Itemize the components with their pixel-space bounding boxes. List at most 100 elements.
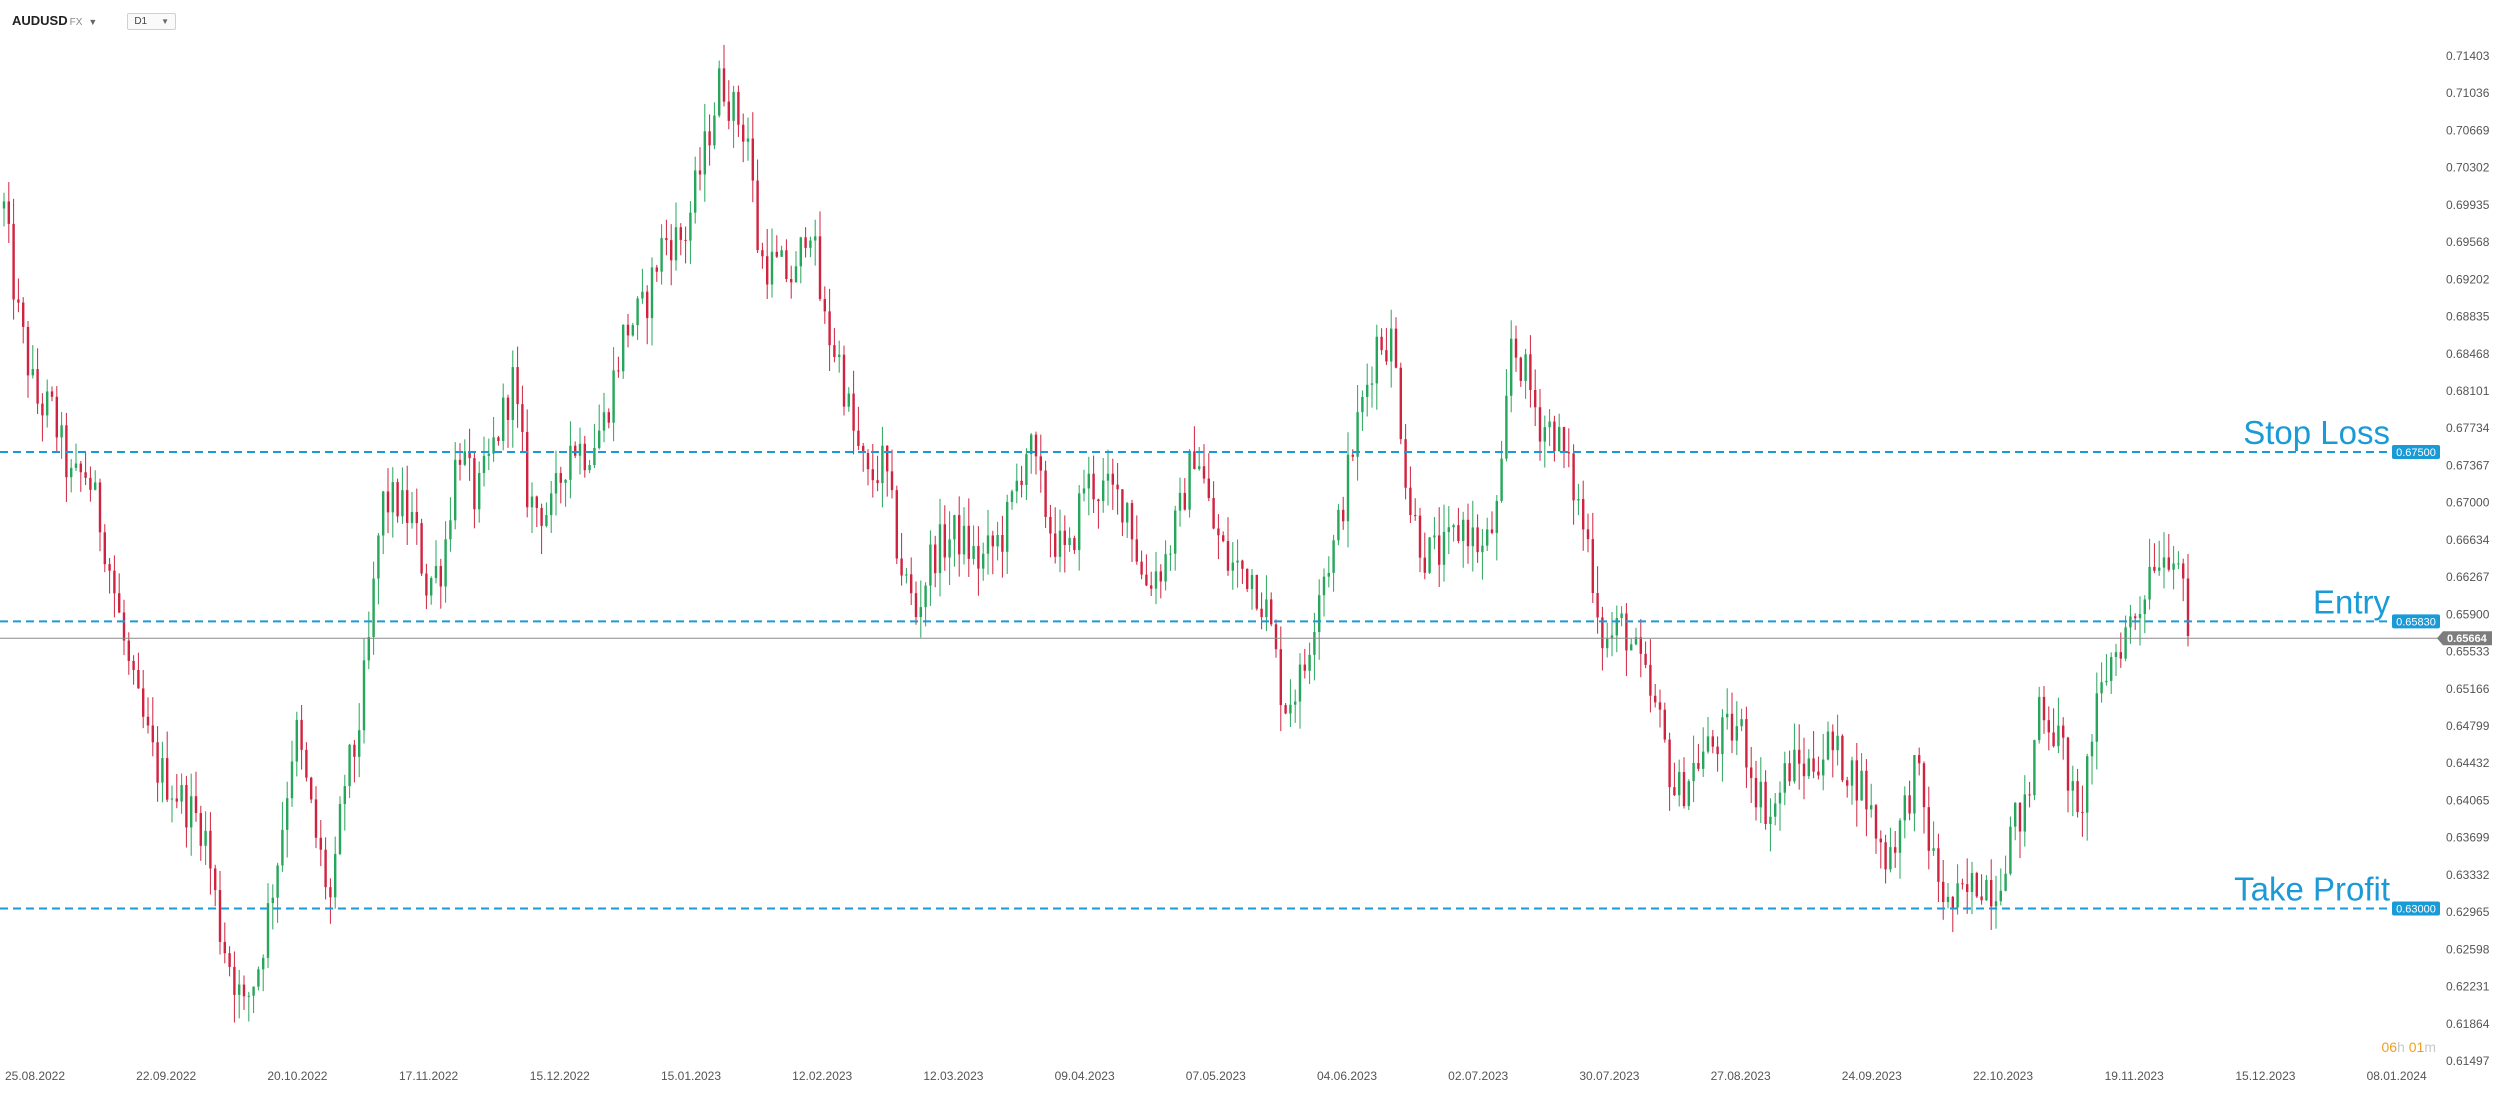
x-tick-label: 22.09.2022: [136, 1069, 196, 1083]
candle-body: [2095, 693, 2098, 742]
candle-body: [1654, 695, 1657, 703]
candle-body: [1020, 480, 1023, 485]
candle-body: [929, 544, 932, 586]
candle-body: [684, 239, 687, 241]
x-tick-label: 24.09.2023: [1842, 1069, 1902, 1083]
candle-body: [977, 546, 980, 569]
candle-body: [1850, 760, 1854, 786]
chevron-down-icon[interactable]: ▼: [88, 17, 98, 27]
candle-body: [636, 298, 639, 326]
trade-levels: 0.65664 0.67500 Stop Loss 0.65830 Entry 0.630…: [0, 414, 2492, 916]
candle-body: [108, 564, 111, 571]
candle-body: [214, 868, 217, 891]
candle-body: [905, 574, 908, 576]
candle-body: [300, 719, 303, 750]
time-axis[interactable]: 25.08.2022 22.09.2022 20.10.2022 17.11.2022…: [5, 1069, 2427, 1083]
candle-body: [1409, 487, 1412, 516]
candle-body: [1260, 608, 1263, 618]
candle-body: [1807, 758, 1810, 777]
candle-body: [1025, 454, 1028, 485]
candle-body: [1889, 847, 1892, 870]
candle-body: [1351, 454, 1354, 457]
candle-body: [1082, 488, 1086, 494]
candle-body: [2158, 567, 2161, 571]
candle-body: [1922, 763, 1926, 808]
candle-body: [166, 758, 169, 800]
candle-body: [2172, 563, 2175, 570]
candle-body: [876, 480, 879, 484]
countdown-hours-unit: h: [2397, 1039, 2405, 1055]
candle-body: [900, 558, 903, 576]
candle-body: [1303, 664, 1306, 671]
x-tick-label: 07.05.2023: [1186, 1069, 1246, 1083]
candle-body: [55, 396, 58, 438]
candle-body: [737, 91, 740, 125]
candle-body: [1447, 527, 1450, 532]
y-tick-label: 0.63332: [2446, 868, 2490, 882]
candle-body: [113, 570, 116, 594]
candle-body: [1481, 545, 1484, 553]
candle-body: [319, 837, 322, 850]
candle-body: [1745, 719, 1748, 768]
candle-body: [1572, 453, 1575, 501]
candle-body: [722, 68, 726, 102]
candle-body: [1817, 771, 1820, 776]
candle-body: [1658, 702, 1662, 710]
x-tick-label: 17.11.2022: [399, 1069, 458, 1083]
candle-body: [439, 565, 442, 587]
candle-body: [1735, 726, 1738, 741]
candle-body: [2119, 652, 2122, 659]
candle-body: [2023, 794, 2026, 832]
candle-body: [1438, 535, 1441, 565]
candle-body: [1010, 491, 1014, 502]
x-tick-label: 30.07.2023: [1579, 1069, 1639, 1083]
y-tick-label: 0.71403: [2446, 49, 2490, 63]
candle-body: [938, 524, 942, 574]
candle-body: [607, 412, 610, 423]
candle-body: [1356, 412, 1359, 457]
candle-body: [334, 854, 337, 898]
candle-body: [1798, 749, 1801, 764]
candle-body: [1462, 519, 1465, 541]
candle-body: [833, 345, 836, 358]
candle-body: [756, 180, 759, 251]
candle-body: [1812, 758, 1815, 772]
candle-body: [593, 448, 596, 466]
candle-body: [2186, 578, 2190, 637]
candle-body: [2028, 794, 2031, 796]
timeframe-dropdown[interactable]: D1 ▼: [127, 12, 177, 30]
price-axis[interactable]: 0.71403 0.71036 0.70669 0.70302 0.69935 0.695…: [2446, 49, 2490, 1068]
candle-body: [7, 201, 10, 224]
candle-body: [329, 887, 332, 898]
candle-body: [1034, 434, 1038, 457]
x-tick-label: 12.03.2023: [923, 1069, 983, 1083]
candle-body: [204, 830, 207, 846]
candle-body: [1639, 637, 1642, 654]
candle-body: [1404, 439, 1407, 488]
candle-body: [79, 463, 82, 473]
y-tick-label: 0.64432: [2446, 756, 2490, 770]
candle-body: [1442, 531, 1446, 565]
x-tick-label: 22.10.2023: [1973, 1069, 2033, 1083]
candle-body: [1140, 561, 1143, 575]
x-tick-label: 19.11.2023: [2105, 1069, 2164, 1083]
candle-body: [1198, 466, 1201, 470]
candle-body: [1615, 618, 1618, 636]
candle-body: [1327, 572, 1330, 577]
level-price-tag: [2392, 444, 2440, 459]
candle-body: [2052, 732, 2055, 747]
candle-body: [1894, 847, 1897, 853]
candle-body: [799, 237, 802, 267]
candle-body: [2090, 741, 2094, 757]
symbol-selector[interactable]: AUDUSD FX ▼: [12, 12, 97, 30]
y-tick-label: 0.64799: [2446, 719, 2490, 733]
candle-body: [1366, 384, 1369, 397]
candle-body: [1318, 595, 1321, 632]
candle-body: [1764, 781, 1767, 825]
candle-body: [70, 467, 73, 478]
candle-body: [1999, 890, 2002, 902]
candle-body: [1500, 458, 1503, 501]
candle-body: [1116, 484, 1119, 490]
candle-body: [871, 469, 874, 481]
